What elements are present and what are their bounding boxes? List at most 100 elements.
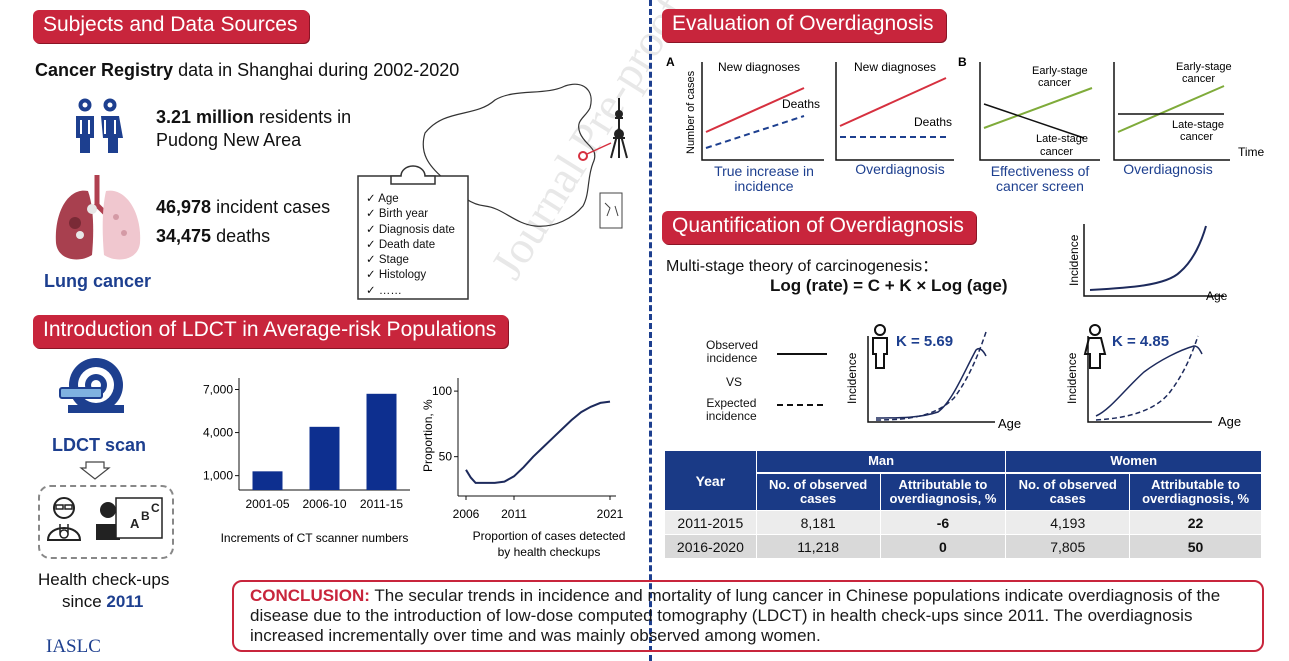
- residents-icon: [76, 98, 123, 153]
- conclusion-label: CONCLUSION:: [250, 586, 370, 605]
- ct-scanner-icon: [59, 358, 124, 413]
- y-tick-label: 7,000: [203, 382, 233, 396]
- bar: [309, 426, 340, 490]
- legend-observed: Observed incidence: [706, 338, 759, 365]
- svg-text:Age: Age: [1206, 289, 1228, 303]
- checklist-item: ✓ Histology: [366, 269, 427, 282]
- conclusion-text: The secular trends in incidence and mort…: [250, 586, 1221, 645]
- checklist-item: ✓ Stage: [366, 254, 409, 267]
- svg-text:cancer: cancer: [1038, 77, 1071, 89]
- header-year: Year: [664, 450, 757, 511]
- svg-text:B: B: [141, 509, 150, 523]
- ldct-scan-label: LDCT scan: [52, 435, 147, 455]
- legend-expected: Expected incidence: [706, 396, 757, 423]
- svg-text:Early-stage: Early-stage: [1176, 61, 1232, 73]
- svg-text:Overdiagnosis: Overdiagnosis: [855, 161, 945, 177]
- column-divider: [649, 0, 652, 661]
- table-row: 2016-2020 11,218 0 7,805 50: [664, 534, 1262, 559]
- svg-text:K = 5.69: K = 5.69: [896, 333, 953, 350]
- incidence-age-curve: Incidence Age: [1067, 224, 1228, 303]
- checklist-item: ✓ ……: [366, 284, 402, 297]
- svg-text:cancer: cancer: [1180, 131, 1213, 143]
- checklist-item: ✓ Diagnosis date: [366, 223, 455, 236]
- svg-text:Late-stage: Late-stage: [1036, 133, 1088, 145]
- ylabel-number-of-cases: Number of cases: [685, 70, 697, 154]
- x-tick-label: 2006-10: [302, 497, 346, 511]
- overdiagnosis-table: Year Man Women No. of observed cases Att…: [664, 450, 1262, 559]
- svg-text:Incidence: Incidence: [1065, 352, 1079, 404]
- banner-evaluation: Evaluation of Overdiagnosis: [662, 9, 946, 42]
- label-a: A: [666, 55, 675, 69]
- y-tick-label: 4,000: [203, 426, 233, 440]
- x-tick-label: 2021: [597, 507, 624, 521]
- cases-line: 46,978 incident cases: [156, 197, 331, 217]
- chart-caption: Increments of CT scanner numbers: [221, 531, 409, 545]
- down-arrow-icon: [79, 461, 111, 480]
- formula-text: Log (rate) = C + K × Log (age): [770, 276, 1008, 295]
- header-man-attributable: Attributable to overdiagnosis, %: [879, 472, 1007, 511]
- banner-ldct: Introduction of LDCT in Average-risk Pop…: [33, 315, 509, 348]
- clipboard-icon: [357, 165, 469, 300]
- x-tick-label: 2011-15: [360, 497, 403, 511]
- lung-cancer-label: Lung cancer: [44, 271, 152, 291]
- svg-text:A: A: [130, 516, 140, 531]
- svg-text:Age: Age: [1218, 414, 1241, 429]
- deaths-line: 34,475 deaths: [156, 226, 271, 246]
- banner-subjects: Subjects and Data Sources: [33, 10, 310, 43]
- series-line: [465, 400, 611, 484]
- checkups-line2: since 2011: [62, 592, 144, 611]
- checkups-line1: Health check-ups: [38, 570, 170, 589]
- svg-text:Overdiagnosis: Overdiagnosis: [1123, 161, 1213, 177]
- registry-line: Cancer Registry data in Shanghai during …: [35, 60, 460, 80]
- theory-text: Multi-stage theory of carcinogenesis：: [666, 258, 939, 275]
- y-tick-label: 100: [432, 384, 452, 398]
- svg-text:Incidence: Incidence: [1067, 234, 1081, 286]
- residents-line2: Pudong New Area: [156, 130, 302, 150]
- ct-scanner-bar-chart: 1,000 4,000 7,000 2001-05 2006-10 2011-15 Incr…: [203, 378, 410, 545]
- y-tick-label: 50: [439, 450, 453, 464]
- svg-text:New diagnoses: New diagnoses: [854, 60, 936, 74]
- chart-caption-line2: by health checkups: [498, 545, 601, 559]
- checkup-proportion-line-chart: Proportion, % 50 100 2006 2011 2021 Proportion…: [421, 378, 626, 559]
- chart-caption-line1: Proportion of cases detected: [473, 529, 626, 543]
- svg-text:New diagnoses: New diagnoses: [718, 60, 800, 74]
- bar: [252, 471, 283, 490]
- x-tick-label: 2001-05: [245, 497, 289, 511]
- table-row: 2011-2015 8,181 -6 4,193 22: [664, 510, 1262, 535]
- svg-text:Time: Time: [1238, 145, 1265, 159]
- svg-text:Deaths: Deaths: [914, 115, 952, 129]
- x-tick-label: 2011: [501, 507, 527, 521]
- svg-text:incidence: incidence: [734, 178, 793, 194]
- svg-text:Deaths: Deaths: [782, 97, 820, 111]
- header-man: Man: [755, 450, 1007, 474]
- iaslc-logo: IASLC: [46, 636, 101, 657]
- women-incidence-panel: K = 4.85 Incidence Age: [1065, 324, 1241, 429]
- evaluation-diagrams: A Number of cases New diagnoses Deaths T…: [666, 55, 1265, 194]
- legend-lines: [777, 353, 827, 406]
- svg-text:K = 4.85: K = 4.85: [1112, 333, 1169, 350]
- doctor-teacher-icon: A B C: [46, 497, 163, 541]
- svg-text:Effectiveness of: Effectiveness of: [991, 163, 1090, 179]
- svg-text:B: B: [958, 55, 967, 69]
- checklist-item: ✓ Age: [366, 193, 399, 205]
- header-women-attributable: Attributable to overdiagnosis, %: [1129, 472, 1262, 511]
- bar: [366, 393, 397, 490]
- x-tick-label: 2006: [453, 507, 480, 521]
- y-axis-label: Proportion, %: [421, 399, 435, 472]
- svg-text:C: C: [151, 501, 160, 515]
- header-women-observed: No. of observed cases: [1005, 472, 1131, 511]
- residents-line1: 3.21 million residents in: [156, 107, 352, 127]
- conclusion-box: CONCLUSION: The secular trends in incide…: [232, 580, 1264, 652]
- banner-quantification: Quantification of Overdiagnosis: [662, 211, 976, 244]
- legend-vs: VS: [726, 375, 743, 389]
- lungs-icon: [55, 175, 141, 260]
- svg-text:True increase in: True increase in: [714, 163, 814, 179]
- china-map-icon: [422, 83, 628, 229]
- checklist-item: ✓ Death date: [366, 238, 436, 251]
- svg-text:Age: Age: [998, 416, 1021, 431]
- header-man-observed: No. of observed cases: [755, 472, 881, 511]
- checklist: ✓ Age ✓ Birth year ✓ Diagnosis date ✓ De…: [366, 192, 455, 299]
- svg-text:Early-stage: Early-stage: [1032, 65, 1088, 77]
- svg-text:cancer: cancer: [1182, 73, 1215, 85]
- y-tick-label: 1,000: [203, 469, 233, 483]
